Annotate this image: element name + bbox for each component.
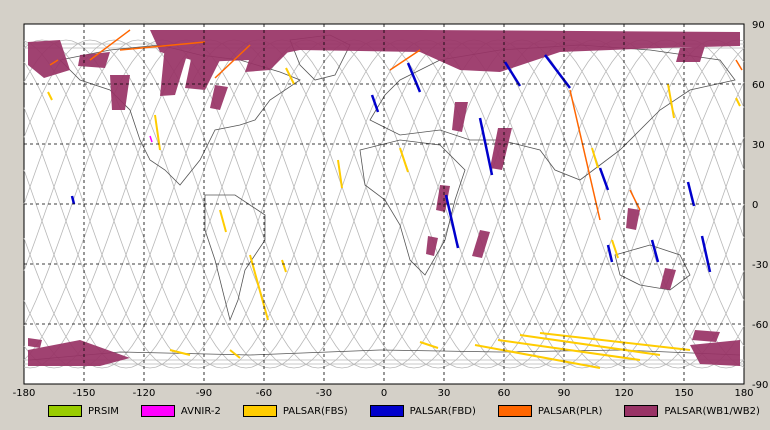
legend-swatch bbox=[140, 405, 175, 417]
legend-item: PALSAR(PLR) bbox=[497, 405, 603, 417]
legend-swatch bbox=[497, 405, 532, 417]
avnir-marks bbox=[149, 135, 153, 143]
legend-item: PALSAR(FBS) bbox=[242, 405, 348, 417]
x-tick-label: 30 bbox=[438, 388, 451, 399]
x-tick-label: 90 bbox=[558, 388, 571, 399]
palsar-fbd-swaths bbox=[70, 54, 712, 273]
y-tick-label: 0 bbox=[752, 200, 758, 211]
x-tick-label: -60 bbox=[256, 388, 272, 399]
x-tick-label: -90 bbox=[196, 388, 212, 399]
legend-label: PALSAR(PLR) bbox=[537, 405, 603, 417]
palsar-plr-swaths bbox=[49, 29, 743, 221]
legend-label: PALSAR(FBS) bbox=[282, 405, 348, 417]
y-tick-label: 90 bbox=[752, 20, 765, 31]
legend-label: PRSIM bbox=[88, 405, 119, 417]
legend-swatch bbox=[48, 405, 82, 417]
legend-label: PALSAR(FBD) bbox=[409, 405, 476, 417]
palsar-fbs-swaths bbox=[47, 67, 741, 369]
legend-label: PALSAR(WB1/WB2) bbox=[664, 405, 760, 417]
legend-swatch bbox=[624, 405, 659, 417]
legend: PRSIM AVNIR-2 PALSAR(FBS) PALSAR(FBD) PALSAR… bbox=[48, 402, 770, 420]
lat-lon-grid bbox=[24, 24, 744, 384]
x-tick-label: 0 bbox=[381, 388, 387, 399]
legend-item: PRSIM bbox=[48, 405, 119, 417]
x-tick-label: 180 bbox=[734, 388, 753, 399]
y-tick-label: 30 bbox=[752, 140, 765, 151]
x-tick-label: -120 bbox=[133, 388, 156, 399]
palsar-wb-swaths bbox=[28, 30, 740, 366]
y-tick-label: 60 bbox=[752, 80, 765, 91]
x-tick-label: 150 bbox=[674, 388, 693, 399]
y-tick-label: -30 bbox=[752, 260, 768, 271]
legend-item: AVNIR-2 bbox=[140, 405, 221, 417]
latitude-labels: 90 60 30 0 -30 -60 -90 bbox=[752, 20, 768, 391]
legend-swatch bbox=[242, 405, 277, 417]
longitude-labels: -180 -150 -120 -90 -60 -30 0 30 60 90 120 150 180 bbox=[13, 388, 754, 399]
legend-swatch bbox=[369, 405, 404, 417]
x-tick-label: 60 bbox=[498, 388, 511, 399]
y-tick-label: -60 bbox=[752, 320, 768, 331]
legend-label: AVNIR-2 bbox=[180, 405, 221, 417]
x-tick-label: 120 bbox=[614, 388, 633, 399]
legend-item: PALSAR(FBD) bbox=[369, 405, 476, 417]
x-tick-label: -150 bbox=[73, 388, 96, 399]
x-tick-label: -30 bbox=[316, 388, 332, 399]
y-tick-label: -90 bbox=[752, 380, 768, 391]
south-america bbox=[204, 194, 266, 322]
x-tick-label: -180 bbox=[13, 388, 36, 399]
legend-item: PALSAR(WB1/WB2) bbox=[624, 405, 760, 417]
